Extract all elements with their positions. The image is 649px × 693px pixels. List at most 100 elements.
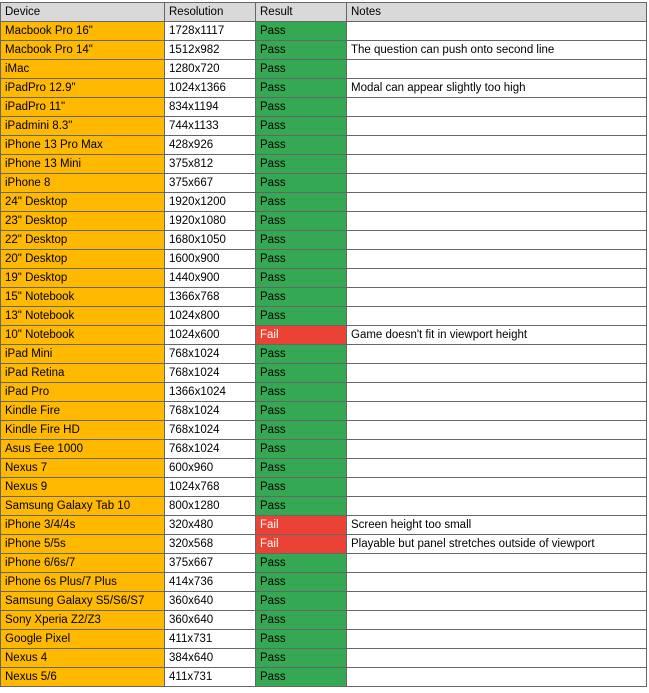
resolution-cell[interactable]: 428x926 — [164, 135, 256, 155]
result-cell[interactable]: Pass — [255, 496, 347, 516]
result-cell[interactable]: Pass — [255, 21, 347, 41]
result-cell[interactable]: Pass — [255, 553, 347, 573]
result-cell[interactable]: Pass — [255, 344, 347, 364]
device-cell[interactable]: 10" Notebook — [0, 325, 165, 345]
device-cell[interactable]: iMac — [0, 59, 165, 79]
device-cell[interactable]: iPadPro 12.9" — [0, 78, 165, 98]
result-cell[interactable]: Pass — [255, 287, 347, 307]
notes-cell[interactable] — [346, 496, 647, 516]
resolution-cell[interactable]: 1280x720 — [164, 59, 256, 79]
result-cell[interactable]: Pass — [255, 572, 347, 592]
result-cell[interactable]: Fail — [255, 515, 347, 535]
device-cell[interactable]: Nexus 5/6 — [0, 667, 165, 687]
resolution-cell[interactable]: 1920x1080 — [164, 211, 256, 231]
device-cell[interactable]: iPhone 6/6s/7 — [0, 553, 165, 573]
device-cell[interactable]: Nexus 4 — [0, 648, 165, 668]
notes-cell[interactable] — [346, 648, 647, 668]
notes-cell[interactable] — [346, 135, 647, 155]
resolution-cell[interactable]: 1024x800 — [164, 306, 256, 326]
resolution-cell[interactable]: 1920x1200 — [164, 192, 256, 212]
device-cell[interactable]: Samsung Galaxy Tab 10 — [0, 496, 165, 516]
device-cell[interactable]: iPad Retina — [0, 363, 165, 383]
resolution-cell[interactable]: 320x480 — [164, 515, 256, 535]
resolution-cell[interactable]: 360x640 — [164, 591, 256, 611]
notes-cell[interactable] — [346, 629, 647, 649]
device-cell[interactable]: Kindle Fire — [0, 401, 165, 421]
device-cell[interactable]: 19" Desktop — [0, 268, 165, 288]
device-cell[interactable]: iPhone 13 Mini — [0, 154, 165, 174]
notes-cell[interactable] — [346, 382, 647, 402]
resolution-cell[interactable]: 1366x1024 — [164, 382, 256, 402]
result-cell[interactable]: Pass — [255, 610, 347, 630]
device-cell[interactable]: Macbook Pro 16" — [0, 21, 165, 41]
notes-cell[interactable] — [346, 553, 647, 573]
device-cell[interactable]: iPhone 13 Pro Max — [0, 135, 165, 155]
notes-cell[interactable] — [346, 97, 647, 117]
notes-cell[interactable] — [346, 591, 647, 611]
device-cell[interactable]: iPad Pro — [0, 382, 165, 402]
resolution-cell[interactable]: 411x731 — [164, 629, 256, 649]
header-result[interactable]: Result — [255, 2, 347, 22]
result-cell[interactable]: Pass — [255, 211, 347, 231]
resolution-cell[interactable]: 375x812 — [164, 154, 256, 174]
resolution-cell[interactable]: 375x667 — [164, 553, 256, 573]
notes-cell[interactable] — [346, 344, 647, 364]
result-cell[interactable]: Pass — [255, 78, 347, 98]
resolution-cell[interactable]: 320x568 — [164, 534, 256, 554]
notes-cell[interactable] — [346, 116, 647, 136]
result-cell[interactable]: Pass — [255, 135, 347, 155]
resolution-cell[interactable]: 360x640 — [164, 610, 256, 630]
notes-cell[interactable] — [346, 363, 647, 383]
resolution-cell[interactable]: 768x1024 — [164, 420, 256, 440]
notes-cell[interactable] — [346, 287, 647, 307]
notes-cell[interactable] — [346, 401, 647, 421]
result-cell[interactable]: Pass — [255, 439, 347, 459]
result-cell[interactable]: Pass — [255, 401, 347, 421]
device-cell[interactable]: 15" Notebook — [0, 287, 165, 307]
device-cell[interactable]: iPhone 6s Plus/7 Plus — [0, 572, 165, 592]
device-cell[interactable]: iPhone 5/5s — [0, 534, 165, 554]
resolution-cell[interactable]: 1024x1366 — [164, 78, 256, 98]
notes-cell[interactable] — [346, 154, 647, 174]
resolution-cell[interactable]: 800x1280 — [164, 496, 256, 516]
result-cell[interactable]: Pass — [255, 230, 347, 250]
resolution-cell[interactable]: 384x640 — [164, 648, 256, 668]
notes-cell[interactable] — [346, 458, 647, 478]
resolution-cell[interactable]: 768x1024 — [164, 363, 256, 383]
notes-cell[interactable] — [346, 249, 647, 269]
result-cell[interactable]: Pass — [255, 268, 347, 288]
result-cell[interactable]: Pass — [255, 363, 347, 383]
device-cell[interactable]: Nexus 9 — [0, 477, 165, 497]
resolution-cell[interactable]: 744x1133 — [164, 116, 256, 136]
device-cell[interactable]: 13" Notebook — [0, 306, 165, 326]
notes-cell[interactable]: The question can push onto second line — [346, 40, 647, 60]
device-cell[interactable]: iPadPro 11" — [0, 97, 165, 117]
device-cell[interactable]: Nexus 7 — [0, 458, 165, 478]
resolution-cell[interactable]: 1366x768 — [164, 287, 256, 307]
resolution-cell[interactable]: 1728x1117 — [164, 21, 256, 41]
result-cell[interactable]: Pass — [255, 116, 347, 136]
resolution-cell[interactable]: 768x1024 — [164, 401, 256, 421]
result-cell[interactable]: Fail — [255, 534, 347, 554]
notes-cell[interactable] — [346, 667, 647, 687]
result-cell[interactable]: Pass — [255, 667, 347, 687]
notes-cell[interactable] — [346, 211, 647, 231]
result-cell[interactable]: Pass — [255, 648, 347, 668]
result-cell[interactable]: Pass — [255, 173, 347, 193]
device-cell[interactable]: 22" Desktop — [0, 230, 165, 250]
device-cell[interactable]: Macbook Pro 14" — [0, 40, 165, 60]
resolution-cell[interactable]: 768x1024 — [164, 344, 256, 364]
device-cell[interactable]: iPadmini 8.3" — [0, 116, 165, 136]
device-cell[interactable]: Asus Eee 1000 — [0, 439, 165, 459]
resolution-cell[interactable]: 1512x982 — [164, 40, 256, 60]
result-cell[interactable]: Pass — [255, 97, 347, 117]
result-cell[interactable]: Pass — [255, 40, 347, 60]
device-cell[interactable]: iPhone 8 — [0, 173, 165, 193]
device-cell[interactable]: Google Pixel — [0, 629, 165, 649]
resolution-cell[interactable]: 1024x768 — [164, 477, 256, 497]
resolution-cell[interactable]: 1440x900 — [164, 268, 256, 288]
notes-cell[interactable]: Game doesn't fit in viewport height — [346, 325, 647, 345]
notes-cell[interactable]: Playable but panel stretches outside of … — [346, 534, 647, 554]
result-cell[interactable]: Pass — [255, 420, 347, 440]
result-cell[interactable]: Pass — [255, 249, 347, 269]
